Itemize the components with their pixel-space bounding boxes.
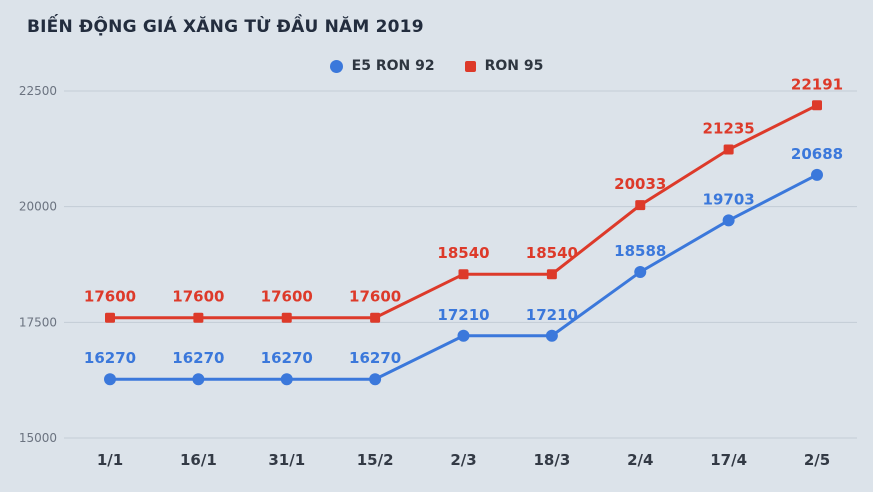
data-point-square (546, 269, 557, 280)
data-label: 20688 (791, 145, 843, 163)
data-point-circle (192, 373, 205, 386)
data-label: 17210 (526, 306, 578, 324)
x-axis-label: 2/4 (627, 451, 653, 469)
data-label: 17600 (172, 288, 224, 306)
data-point-square (105, 312, 115, 323)
data-point-circle (280, 373, 293, 386)
x-axis-label: 18/3 (533, 451, 570, 469)
y-tick-label: 17500 (19, 315, 57, 329)
y-tick-label: 22500 (19, 84, 57, 98)
data-point-square (370, 312, 381, 323)
legend-label-ron-95: RON 95 (484, 58, 544, 74)
data-point-square (635, 200, 646, 211)
data-label: 22191 (791, 75, 843, 93)
data-label: 21235 (703, 120, 755, 138)
data-label: 20033 (614, 175, 666, 193)
data-point-square (812, 100, 822, 111)
data-point-square (723, 144, 734, 155)
x-axis-label: 15/2 (357, 451, 394, 469)
data-point-square (193, 312, 204, 323)
x-axis-label: 2/5 (804, 451, 830, 469)
chart-legend: E5 RON 92 RON 95 (0, 58, 873, 74)
data-point-circle (634, 265, 647, 278)
x-axis-label: 2/3 (450, 451, 476, 469)
data-label: 17600 (261, 288, 313, 306)
legend-square-marker-icon (464, 60, 476, 72)
data-point-circle (811, 168, 823, 181)
data-label: 17600 (84, 288, 136, 306)
legend-item-e5-ron-92: E5 RON 92 (329, 58, 435, 74)
data-label: 17600 (349, 288, 401, 306)
data-label: 17210 (437, 306, 489, 324)
y-tick-label: 20000 (19, 200, 57, 214)
data-label: 16270 (84, 349, 136, 367)
data-point-square (458, 269, 469, 280)
data-point-circle (545, 329, 558, 342)
x-axis-label: 31/1 (268, 451, 305, 469)
data-point-circle (369, 373, 382, 386)
legend-label-e5-ron-92: E5 RON 92 (351, 58, 435, 74)
x-axis-label: 1/1 (97, 451, 123, 469)
x-axis-label: 17/4 (710, 451, 747, 469)
y-tick-label: 15000 (19, 431, 57, 445)
data-label: 16270 (261, 349, 313, 367)
data-label: 18540 (437, 244, 489, 262)
x-axis-label: 16/1 (180, 451, 217, 469)
data-label: 18540 (526, 244, 578, 262)
data-label: 19703 (703, 190, 755, 208)
data-point-circle (104, 373, 116, 386)
legend-item-ron-95: RON 95 (464, 58, 544, 74)
data-point-square (281, 312, 292, 323)
chart-title: BIẾN ĐỘNG GIÁ XĂNG TỪ ĐẦU NĂM 2019 (27, 17, 424, 37)
data-label: 16270 (349, 349, 401, 367)
data-label: 16270 (172, 349, 224, 367)
data-point-circle (457, 329, 470, 342)
legend-circle-marker-icon (329, 59, 343, 73)
data-point-circle (722, 214, 735, 227)
data-label: 18588 (614, 242, 666, 260)
